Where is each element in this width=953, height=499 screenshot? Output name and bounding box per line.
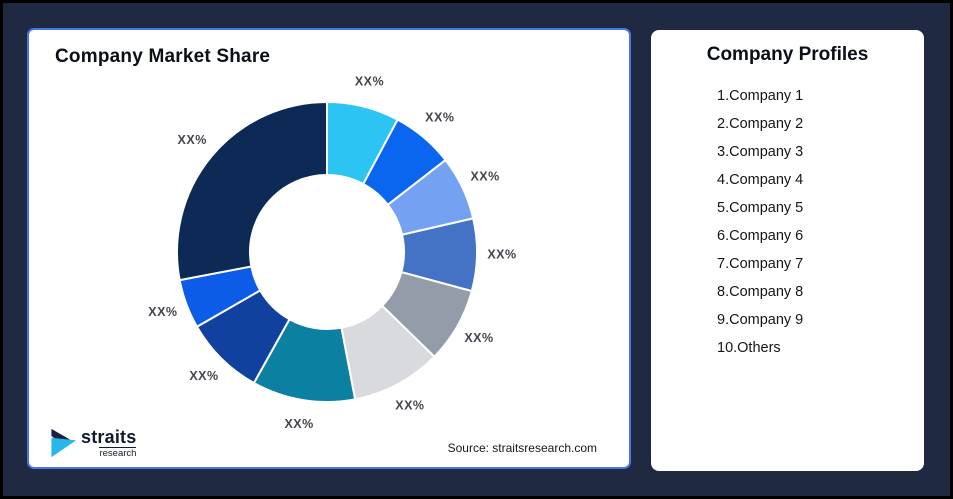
- slice-label-9: XX%: [148, 305, 177, 319]
- company-list-item: 7.Company 7: [717, 256, 804, 272]
- donut-chart: XX% XX% XX% XX% XX% XX% XX% XX% XX% XX%: [148, 74, 516, 431]
- slice-label-8: XX%: [189, 369, 218, 383]
- logo-name: straits: [81, 426, 137, 447]
- market-share-card: Company Market Share XX% XX% XX% XX% XX% XX% X…: [27, 28, 631, 469]
- source-text: Source: straitsresearch.com: [447, 441, 597, 455]
- company-list-item: 2.Company 2: [717, 116, 804, 132]
- straits-logo-text: straits research: [81, 426, 137, 459]
- chart-title: Company Market Share: [55, 46, 271, 67]
- company-list-item: 1.Company 1: [717, 88, 804, 104]
- donut-slice-10: [176, 100, 328, 282]
- slice-label-5: XX%: [464, 331, 493, 345]
- company-list-item: 4.Company 4: [717, 172, 804, 188]
- slice-label-1: XX%: [355, 74, 384, 88]
- company-list-item: 3.Company 3: [717, 144, 804, 160]
- company-list-item: 8.Company 8: [717, 284, 804, 300]
- slice-label-2: XX%: [425, 110, 454, 124]
- company-list-item: 5.Company 5: [717, 200, 804, 216]
- company-list: 1.Company 1 2.Company 2 3.Company 3 4.Compa…: [651, 82, 924, 362]
- company-list-item: 6.Company 6: [717, 228, 804, 244]
- slice-label-3: XX%: [470, 169, 499, 183]
- slice-label-6: XX%: [395, 398, 424, 412]
- logo-subtitle: research: [99, 446, 137, 459]
- profiles-title: Company Profiles: [706, 44, 869, 65]
- slice-label-10: XX%: [178, 133, 207, 147]
- company-profiles-card: Company Profiles 1.Company 1 2.Company 2 3…: [651, 30, 924, 471]
- company-list-item: 10.Others: [717, 340, 781, 356]
- company-list-item: 9.Company 9: [717, 312, 804, 328]
- slice-label-4: XX%: [487, 248, 516, 262]
- slice-label-7: XX%: [284, 417, 313, 431]
- straits-logo-icon: [51, 428, 77, 458]
- straits-logo: straits research: [47, 426, 137, 459]
